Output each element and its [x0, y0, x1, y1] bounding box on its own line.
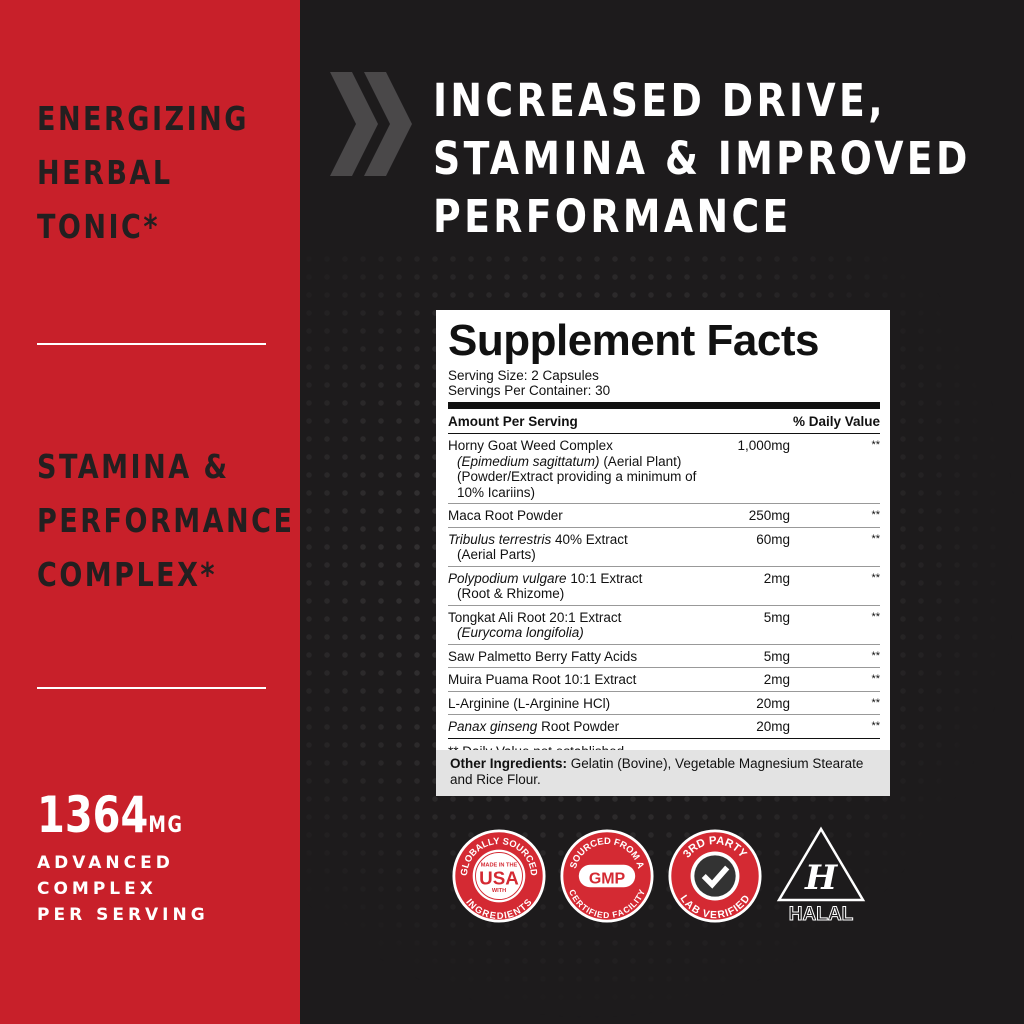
ingredient-name: Saw Palmetto Berry Fatty Acids — [448, 648, 638, 664]
serving-size: Serving Size: 2 Capsules — [448, 368, 599, 383]
daily-value: ** — [871, 532, 880, 545]
ingredient-amount: 20mg — [756, 695, 790, 711]
facts-row: Saw Palmetto Berry Fatty Acids 5mg ** — [448, 645, 880, 668]
ingredient-amount: 2mg — [763, 672, 790, 687]
chevron-right-icon — [330, 72, 412, 176]
svg-text:H: H — [804, 858, 839, 898]
facts-row: Horny Goat Weed Complex (Epimedium sagitt… — [448, 434, 880, 504]
other-ingredients: Other Ingredients: Gelatin (Bovine), Veg… — [436, 750, 890, 796]
ingredient-name: Polypodium vulgare 10:1 Extract — [448, 570, 643, 586]
daily-value: ** — [871, 696, 880, 709]
svg-text:HALAL: HALAL — [789, 904, 854, 925]
facts-row: L-Arginine (L-Arginine HCl) 20mg ** — [448, 692, 880, 715]
lab-verified-badge: 3RD PARTY LAB VERIFIED — [668, 829, 762, 923]
ingredient-name: Horny Goat Weed Complex — [448, 438, 613, 453]
ingredient-amount: 5mg — [763, 648, 790, 664]
facts-row: Muira Puama Root 10:1 Extract 2mg ** — [448, 668, 880, 692]
claim-stamina: STAMINA & PERFORMANCE COMPLEX* — [37, 447, 295, 594]
made-in-usa-badge: GLOBALLY SOURCED INGREDIENTS MADE IN THE… — [452, 829, 546, 923]
daily-value: ** — [871, 649, 880, 662]
svg-text:MADE IN THE: MADE IN THE — [481, 863, 518, 869]
daily-value: ** — [871, 610, 880, 623]
ingredient-amount: 1,000mg — [737, 438, 790, 453]
ingredient-amount: 60mg — [756, 531, 790, 547]
ingredient-name: L-Arginine (L-Arginine HCl) — [448, 695, 611, 711]
svg-text:USA: USA — [479, 867, 519, 888]
daily-value: ** — [871, 571, 880, 584]
facts-row: Tongkat Ali Root 20:1 Extract (Eurycoma l… — [448, 606, 880, 645]
supplement-facts-panel: Supplement Facts Serving Size: 2 Capsule… — [436, 310, 890, 796]
divider — [37, 687, 266, 689]
ingredient-name: Muira Puama Root 10:1 Extract — [448, 672, 637, 687]
daily-value: ** — [871, 509, 880, 521]
amount-description: ADVANCED COMPLEX PER SERVING — [37, 853, 209, 925]
ingredient-name: Maca Root Powder — [448, 508, 563, 523]
amount-per-serving: 1364MG — [37, 786, 184, 844]
ingredient-name: Panax ginseng Root Powder — [448, 719, 620, 734]
facts-row: Tribulus terrestris 40% Extract (Aerial P… — [448, 528, 880, 567]
divider — [37, 343, 266, 345]
claim-energizing: ENERGIZING HERBAL TONIC* — [37, 99, 249, 246]
svg-text:GMP: GMP — [589, 871, 626, 888]
ingredient-amount: 2mg — [763, 570, 790, 586]
daily-value: ** — [871, 673, 880, 685]
facts-title: Supplement Facts — [448, 316, 819, 365]
svg-text:WITH: WITH — [492, 888, 506, 894]
facts-row: Polypodium vulgare 10:1 Extract (Root & R… — [448, 567, 880, 606]
left-panel — [0, 0, 300, 1024]
facts-header: Amount Per Serving% Daily Value — [448, 411, 880, 434]
ingredient-amount: 20mg — [756, 719, 790, 734]
gmp-badge: SOURCED FROM A CERTIFIED FACILITY GMP — [560, 829, 654, 923]
halal-badge: H HALAL — [776, 826, 866, 926]
daily-value: ** — [871, 720, 880, 732]
facts-row: Panax ginseng Root Powder 20mg ** — [448, 715, 880, 738]
ingredient-name: Tongkat Ali Root 20:1 Extract — [448, 609, 622, 625]
servings-per-container: Servings Per Container: 30 — [448, 383, 611, 398]
headline: INCREASED DRIVE, STAMINA & IMPROVED PERFOR… — [433, 74, 971, 243]
ingredient-name: Tribulus terrestris 40% Extract — [448, 531, 628, 547]
facts-row: Maca Root Powder 250mg ** — [448, 504, 880, 528]
ingredient-amount: 5mg — [763, 609, 790, 625]
divider — [448, 402, 880, 409]
badges: GLOBALLY SOURCED INGREDIENTS MADE IN THE… — [452, 826, 876, 926]
checkmark-icon — [701, 865, 730, 889]
ingredient-amount: 250mg — [748, 508, 790, 523]
daily-value: ** — [871, 439, 880, 451]
